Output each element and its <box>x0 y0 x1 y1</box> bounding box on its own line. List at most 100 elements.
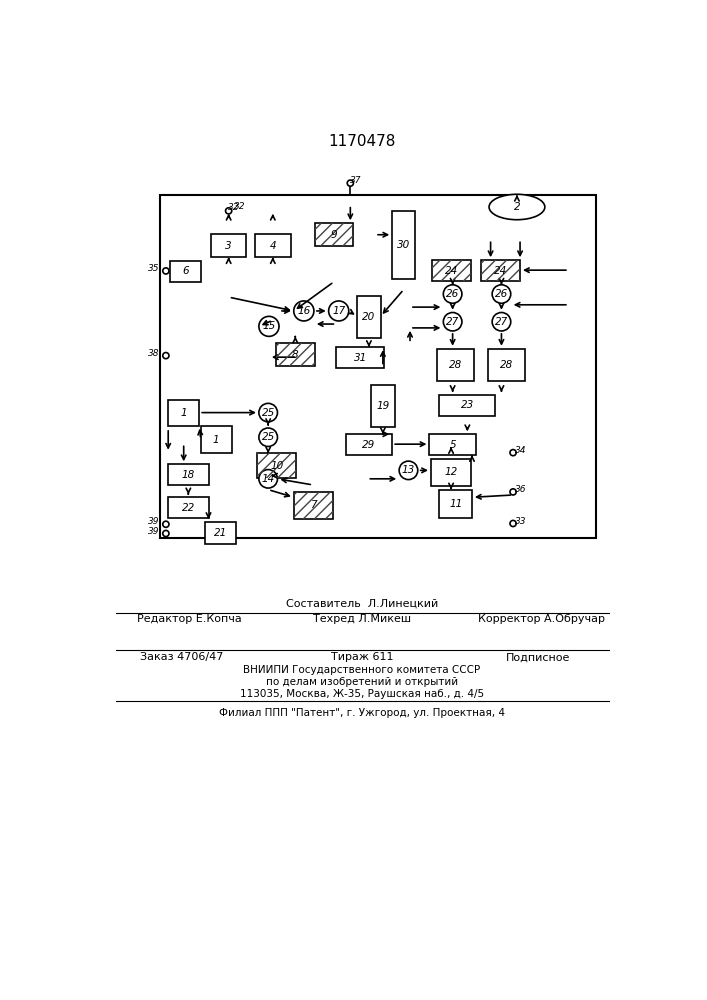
Text: 37: 37 <box>350 176 361 185</box>
Text: 14: 14 <box>262 474 275 484</box>
Circle shape <box>510 520 516 527</box>
Text: 2: 2 <box>514 202 520 212</box>
Text: 21: 21 <box>214 528 227 538</box>
Text: 39: 39 <box>148 527 159 536</box>
Text: Техред Л.Микеш: Техред Л.Микеш <box>313 614 411 624</box>
Circle shape <box>226 208 232 214</box>
Circle shape <box>163 521 169 527</box>
Circle shape <box>443 285 462 303</box>
Text: 12: 12 <box>445 467 457 477</box>
Text: 11: 11 <box>449 499 462 509</box>
Bar <box>315 223 354 246</box>
Text: 32: 32 <box>234 202 245 211</box>
Text: 24: 24 <box>445 266 458 276</box>
Text: 1170478: 1170478 <box>328 134 396 149</box>
Bar <box>429 434 476 455</box>
Bar <box>257 453 296 478</box>
Text: 38: 38 <box>148 349 159 358</box>
Bar <box>488 349 525 381</box>
Circle shape <box>492 285 510 303</box>
Text: 19: 19 <box>376 401 390 411</box>
Bar <box>201 426 232 453</box>
Circle shape <box>163 353 169 359</box>
Text: 27: 27 <box>446 317 460 327</box>
Text: 1: 1 <box>180 408 187 418</box>
Text: Подписное: Подписное <box>506 652 570 662</box>
Text: 29: 29 <box>362 440 375 450</box>
Bar <box>357 296 380 338</box>
Bar <box>257 453 296 478</box>
Text: 20: 20 <box>362 312 375 322</box>
Text: 4: 4 <box>269 241 276 251</box>
Bar <box>481 260 520 281</box>
Text: 7: 7 <box>310 500 317 510</box>
Text: Тираж 611: Тираж 611 <box>331 652 393 662</box>
Bar <box>440 490 472 518</box>
Bar <box>440 395 495 416</box>
Bar <box>170 261 201 282</box>
Text: по делам изобретений и открытий: по делам изобретений и открытий <box>266 677 458 687</box>
Text: ВНИИПИ Государственного комитета СССР: ВНИИПИ Государственного комитета СССР <box>243 665 481 675</box>
Bar <box>255 234 291 257</box>
Text: 28: 28 <box>499 360 513 370</box>
Text: 25: 25 <box>262 432 275 442</box>
Bar <box>211 234 247 257</box>
Text: 3: 3 <box>226 241 232 251</box>
Bar <box>204 522 235 544</box>
Text: 113035, Москва, Ж-35, Раушская наб., д. 4/5: 113035, Москва, Ж-35, Раушская наб., д. … <box>240 689 484 699</box>
Text: 13: 13 <box>402 465 415 475</box>
Text: 24: 24 <box>494 266 508 276</box>
Bar <box>168 400 199 426</box>
Circle shape <box>443 312 462 331</box>
Text: 35: 35 <box>148 264 159 273</box>
Text: 1: 1 <box>213 435 220 445</box>
Circle shape <box>347 180 354 186</box>
Text: 6: 6 <box>182 266 189 276</box>
Bar <box>433 260 472 281</box>
Text: Заказ 4706/47: Заказ 4706/47 <box>140 652 223 662</box>
Text: 10: 10 <box>270 461 284 471</box>
Text: 27: 27 <box>495 317 508 327</box>
Text: 23: 23 <box>461 400 474 410</box>
Bar <box>392 211 416 279</box>
Text: 26: 26 <box>446 289 460 299</box>
Text: 39: 39 <box>148 517 159 526</box>
Circle shape <box>163 268 169 274</box>
Bar <box>371 385 395 427</box>
Bar <box>481 260 520 281</box>
Text: 16: 16 <box>297 306 310 316</box>
Bar <box>433 260 472 281</box>
Text: 17: 17 <box>332 306 345 316</box>
Text: 33: 33 <box>515 517 527 526</box>
Text: 28: 28 <box>449 360 462 370</box>
Text: 26: 26 <box>495 289 508 299</box>
Text: 30: 30 <box>397 240 411 250</box>
Text: 34: 34 <box>515 446 527 455</box>
Bar <box>431 459 472 486</box>
Bar <box>276 343 315 366</box>
Circle shape <box>510 489 516 495</box>
Text: 15: 15 <box>262 321 276 331</box>
Bar <box>293 492 332 519</box>
Circle shape <box>163 530 169 537</box>
Bar <box>337 347 385 368</box>
Ellipse shape <box>489 194 545 220</box>
Circle shape <box>259 316 279 336</box>
Text: 18: 18 <box>182 470 195 480</box>
Bar <box>160 195 596 538</box>
Text: 5: 5 <box>450 440 456 450</box>
Text: 32: 32 <box>228 203 240 212</box>
Text: 25: 25 <box>262 408 275 418</box>
Bar <box>168 497 209 518</box>
Bar <box>293 492 332 519</box>
Bar <box>276 343 315 366</box>
Text: 22: 22 <box>182 503 195 513</box>
Bar <box>315 223 354 246</box>
Bar <box>346 434 392 455</box>
Circle shape <box>259 403 277 422</box>
Bar <box>437 349 474 381</box>
Text: 31: 31 <box>354 353 367 363</box>
Circle shape <box>259 470 277 488</box>
Circle shape <box>329 301 349 321</box>
Circle shape <box>510 450 516 456</box>
